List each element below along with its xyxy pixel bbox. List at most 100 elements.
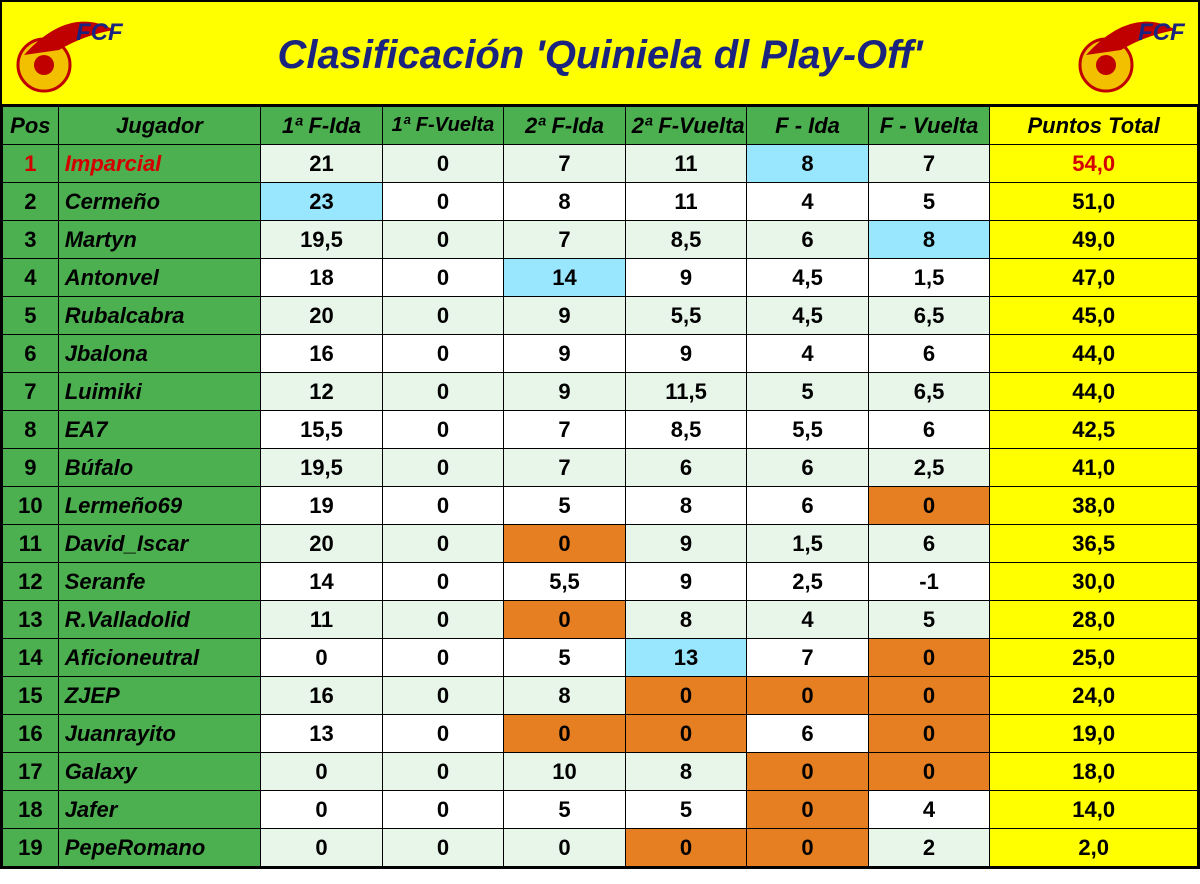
cell-r1: 14 <box>261 563 383 601</box>
cell-r5: 4 <box>747 183 869 221</box>
cell-r3: 5,5 <box>504 563 626 601</box>
cell-r2: 0 <box>382 297 504 335</box>
cell-pos: 11 <box>3 525 59 563</box>
cell-r5: 5,5 <box>747 411 869 449</box>
cell-r1: 20 <box>261 297 383 335</box>
cell-total: 42,5 <box>990 411 1198 449</box>
cell-pos: 16 <box>3 715 59 753</box>
cell-r5: 7 <box>747 639 869 677</box>
cell-r6: 0 <box>868 753 990 791</box>
cell-jugador: Cermeño <box>58 183 261 221</box>
cell-r1: 0 <box>261 639 383 677</box>
cell-r6: 0 <box>868 677 990 715</box>
cell-total: 54,0 <box>990 145 1198 183</box>
cell-r6: 0 <box>868 639 990 677</box>
cell-r1: 19,5 <box>261 449 383 487</box>
cell-r5: 5 <box>747 373 869 411</box>
cell-jugador: Galaxy <box>58 753 261 791</box>
col-header-r1: 1ª F-Ida <box>261 107 383 145</box>
cell-r4: 0 <box>625 677 747 715</box>
table-row: 16Juanrayito130006019,0 <box>3 715 1198 753</box>
cell-jugador: Juanrayito <box>58 715 261 753</box>
cell-r5: 4 <box>747 601 869 639</box>
cell-r4: 5 <box>625 791 747 829</box>
cell-r6: 5 <box>868 601 990 639</box>
cell-total: 14,0 <box>990 791 1198 829</box>
cell-r4: 11,5 <box>625 373 747 411</box>
cell-total: 41,0 <box>990 449 1198 487</box>
cell-r3: 14 <box>504 259 626 297</box>
cell-jugador: David_Iscar <box>58 525 261 563</box>
cell-r2: 0 <box>382 715 504 753</box>
cell-r3: 5 <box>504 487 626 525</box>
cell-r4: 8 <box>625 753 747 791</box>
cell-r4: 11 <box>625 183 747 221</box>
cell-r4: 9 <box>625 525 747 563</box>
cell-r2: 0 <box>382 791 504 829</box>
cell-r3: 7 <box>504 411 626 449</box>
cell-r1: 19,5 <box>261 221 383 259</box>
cell-r5: 4 <box>747 335 869 373</box>
cell-r1: 12 <box>261 373 383 411</box>
cell-r3: 5 <box>504 791 626 829</box>
cell-r2: 0 <box>382 525 504 563</box>
cell-r2: 0 <box>382 677 504 715</box>
cell-r1: 21 <box>261 145 383 183</box>
table-row: 2Cermeño2308114551,0 <box>3 183 1198 221</box>
cell-total: 49,0 <box>990 221 1198 259</box>
cell-r4: 6 <box>625 449 747 487</box>
cell-r6: 6 <box>868 525 990 563</box>
cell-r5: 6 <box>747 449 869 487</box>
cell-r6: 6 <box>868 335 990 373</box>
table-row: 11David_Iscar200091,5636,5 <box>3 525 1198 563</box>
cell-r2: 0 <box>382 411 504 449</box>
cell-r5: 0 <box>747 753 869 791</box>
cell-r2: 0 <box>382 335 504 373</box>
table-row: 9Búfalo19,507662,541,0 <box>3 449 1198 487</box>
cell-r5: 4,5 <box>747 259 869 297</box>
cell-r6: 6,5 <box>868 373 990 411</box>
table-row: 13R.Valladolid110084528,0 <box>3 601 1198 639</box>
cell-total: 24,0 <box>990 677 1198 715</box>
cell-pos: 4 <box>3 259 59 297</box>
cell-r5: 6 <box>747 221 869 259</box>
cell-r6: 7 <box>868 145 990 183</box>
cell-pos: 6 <box>3 335 59 373</box>
cell-total: 36,5 <box>990 525 1198 563</box>
cell-total: 30,0 <box>990 563 1198 601</box>
cell-r1: 11 <box>261 601 383 639</box>
table-row: 5Rubalcabra20095,54,56,545,0 <box>3 297 1198 335</box>
table-row: 18Jafer00550414,0 <box>3 791 1198 829</box>
cell-total: 19,0 <box>990 715 1198 753</box>
cell-pos: 10 <box>3 487 59 525</box>
federation-logo-right: FCF <box>1076 10 1186 100</box>
svg-text:FCF: FCF <box>76 19 124 46</box>
cell-r2: 0 <box>382 639 504 677</box>
cell-r3: 5 <box>504 639 626 677</box>
cell-r2: 0 <box>382 753 504 791</box>
cell-r6: 6,5 <box>868 297 990 335</box>
cell-r6: 0 <box>868 715 990 753</box>
table-row: 8EA715,5078,55,5642,5 <box>3 411 1198 449</box>
col-header-r2: 1ª F-Vuelta <box>382 107 504 145</box>
cell-r6: 6 <box>868 411 990 449</box>
cell-r3: 7 <box>504 221 626 259</box>
cell-r4: 5,5 <box>625 297 747 335</box>
table-row: 15ZJEP160800024,0 <box>3 677 1198 715</box>
cell-r4: 9 <box>625 259 747 297</box>
cell-r4: 11 <box>625 145 747 183</box>
cell-r5: 6 <box>747 487 869 525</box>
cell-r3: 7 <box>504 145 626 183</box>
col-header-r3: 2ª F-Ida <box>504 107 626 145</box>
cell-jugador: Seranfe <box>58 563 261 601</box>
cell-r1: 15,5 <box>261 411 383 449</box>
table-row: 12Seranfe1405,592,5-130,0 <box>3 563 1198 601</box>
cell-jugador: ZJEP <box>58 677 261 715</box>
cell-r3: 7 <box>504 449 626 487</box>
cell-pos: 7 <box>3 373 59 411</box>
cell-pos: 9 <box>3 449 59 487</box>
cell-r4: 8,5 <box>625 411 747 449</box>
cell-r4: 0 <box>625 829 747 867</box>
cell-total: 45,0 <box>990 297 1198 335</box>
cell-pos: 14 <box>3 639 59 677</box>
